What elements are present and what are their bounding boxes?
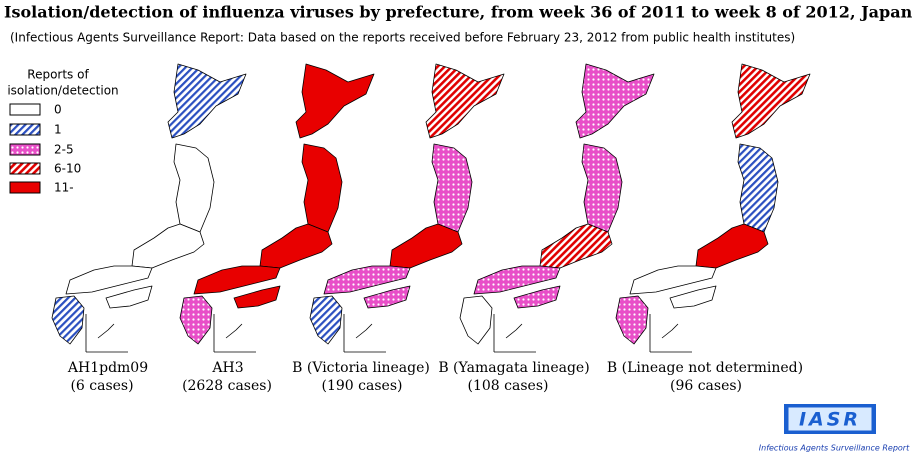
legend-title: isolation/detection — [7, 84, 118, 98]
region — [179, 295, 213, 345]
region — [233, 285, 281, 309]
legend-label: 1 — [54, 123, 62, 137]
map-labels: AH1pdm09 (6 cases) AH3 (2628 cases) B (V… — [67, 360, 803, 394]
region — [473, 265, 561, 295]
region — [65, 265, 153, 295]
legend-label: 11- — [54, 181, 74, 195]
legend-label: 0 — [54, 103, 62, 117]
japan-map — [459, 63, 655, 353]
region — [363, 285, 411, 309]
region — [615, 295, 649, 345]
region — [167, 63, 247, 139]
region — [459, 295, 493, 345]
map-label: AH1pdm09 — [67, 360, 148, 376]
map-label: B (Lineage not determined) — [607, 360, 803, 376]
legend-label: 2-5 — [54, 143, 74, 157]
logo-box — [787, 406, 873, 432]
subtitle: (Infectious Agents Surveillance Report: … — [10, 31, 795, 45]
region — [731, 63, 811, 139]
region — [323, 265, 411, 295]
region — [575, 63, 655, 139]
legend-swatch — [9, 103, 41, 116]
region — [51, 295, 85, 345]
maps — [51, 63, 811, 353]
okinawa-inset — [85, 314, 128, 353]
okinawa-inset — [343, 314, 386, 353]
region — [629, 265, 717, 295]
map-cases: (96 cases) — [670, 378, 742, 394]
map-label: B (Victoria lineage) — [292, 360, 430, 376]
region — [513, 285, 561, 309]
map-cases: (6 cases) — [70, 378, 133, 394]
region — [295, 63, 375, 139]
japan-map — [51, 63, 247, 353]
title: Isolation/detection of influenza viruses… — [4, 3, 912, 22]
region — [669, 285, 717, 309]
region — [105, 285, 153, 309]
logo-caption: Infectious Agents Surveillance Report — [759, 444, 910, 453]
legend-swatch — [9, 123, 41, 136]
okinawa-inset — [213, 314, 256, 353]
map-cases: (190 cases) — [322, 378, 403, 394]
legend-swatch — [9, 181, 41, 194]
region — [425, 63, 505, 139]
logo: IASR Infectious Agents Surveillance Repo… — [759, 404, 910, 453]
legend-label: 6-10 — [54, 162, 81, 176]
japan-map — [615, 63, 811, 353]
legend-title: Reports of — [27, 68, 89, 82]
region — [309, 295, 343, 345]
map-label: B (Yamagata lineage) — [438, 360, 589, 376]
map-cases: (2628 cases) — [182, 378, 272, 394]
legend: Reports of isolation/detection 0 1 2-5 6… — [7, 68, 118, 195]
okinawa-inset — [649, 314, 692, 353]
japan-map — [309, 63, 505, 353]
japan-map — [179, 63, 375, 353]
logo-text: IASR — [799, 409, 861, 431]
legend-swatch — [9, 143, 41, 156]
map-cases: (108 cases) — [468, 378, 549, 394]
legend-swatch — [9, 162, 41, 175]
map-label: AH3 — [211, 360, 243, 376]
okinawa-inset — [493, 314, 536, 353]
region — [193, 265, 281, 295]
